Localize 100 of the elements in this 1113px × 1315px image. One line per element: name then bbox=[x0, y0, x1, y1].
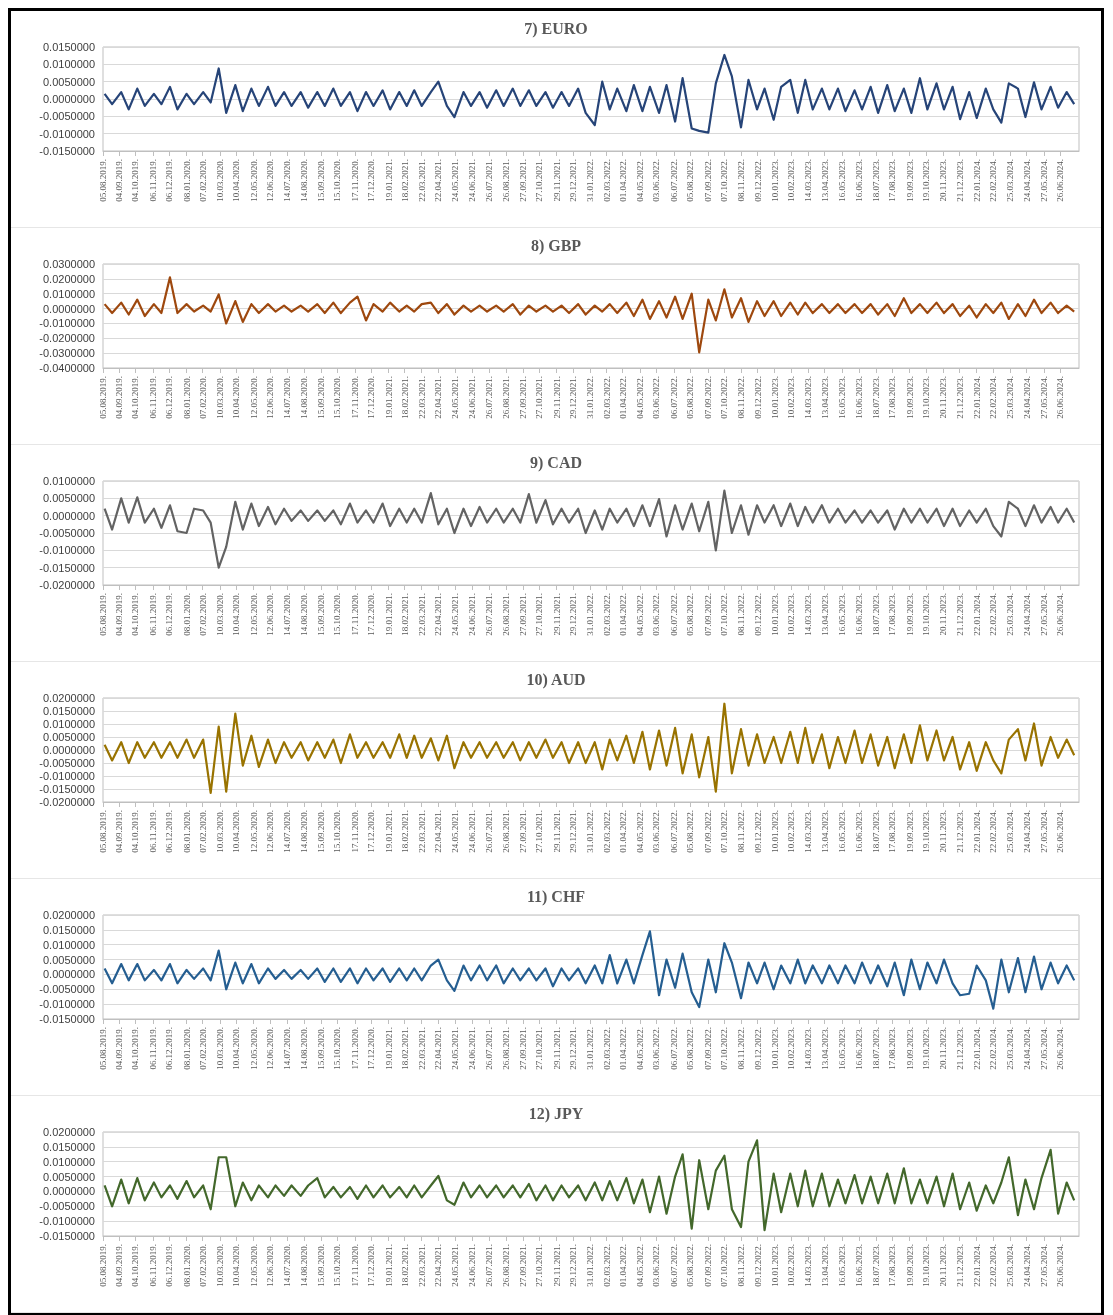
x-tick-label: 24.04.2024. bbox=[1021, 376, 1032, 419]
x-tick-label: 16.06.2023. bbox=[853, 1244, 864, 1287]
x-tick-label: 17.12.2020. bbox=[365, 376, 376, 419]
x-tick-label: 10.02.2023. bbox=[786, 1027, 797, 1070]
x-tick-label: 29.12.2021. bbox=[567, 1244, 578, 1287]
x-tick-label: 22.02.2024. bbox=[988, 593, 999, 636]
x-tick-label: 07.10.2022. bbox=[718, 1027, 729, 1070]
x-tick-label: 04.05.2022. bbox=[635, 1244, 646, 1287]
x-tick-label: 13.04.2023. bbox=[819, 1027, 830, 1070]
x-tick-label: 16.05.2023. bbox=[837, 1244, 848, 1287]
chart-title: 11) CHF bbox=[526, 887, 586, 906]
x-tick-label: 29.11.2021. bbox=[551, 593, 562, 636]
x-tick-label: 04.10.2019. bbox=[130, 1244, 141, 1287]
x-tick-label: 13.04.2023. bbox=[819, 159, 830, 202]
y-tick-label: -0.0050000 bbox=[39, 110, 95, 123]
x-tick-label: 07.09.2022. bbox=[702, 593, 713, 636]
x-tick-label: 29.12.2021. bbox=[567, 810, 578, 853]
y-tick-label: -0.0100000 bbox=[39, 317, 95, 330]
x-tick-label: 16.05.2023. bbox=[837, 159, 848, 202]
line-series bbox=[103, 1139, 1076, 1232]
x-tick-label: 03.06.2022. bbox=[651, 1244, 662, 1287]
x-tick-label: 08.01.2020. bbox=[181, 1244, 192, 1287]
x-tick-label: 27.10.2021. bbox=[534, 810, 545, 853]
x-tick-label: 16.05.2023. bbox=[837, 593, 848, 636]
x-tick-label: 29.11.2021. bbox=[551, 376, 562, 419]
line-series bbox=[103, 489, 1076, 569]
x-tick-label: 24.04.2024. bbox=[1021, 1027, 1032, 1070]
x-tick-label: 22.03.2021. bbox=[416, 1244, 427, 1287]
x-tick-label: 10.03.2020. bbox=[214, 159, 225, 202]
x-tick-label: 18.07.2023. bbox=[870, 593, 881, 636]
x-tick-label: 14.08.2020. bbox=[298, 1244, 309, 1287]
x-tick-label: 10.02.2023. bbox=[786, 159, 797, 202]
y-tick-label: 0.0150000 bbox=[43, 1140, 95, 1153]
x-tick-label: 27.09.2021. bbox=[517, 1027, 528, 1070]
x-tick-label: 12.06.2020. bbox=[265, 1027, 276, 1070]
x-tick-label: 08.01.2020. bbox=[181, 593, 192, 636]
x-tick-label: 04.10.2019. bbox=[130, 810, 141, 853]
x-tick-label: 27.05.2024. bbox=[1039, 1244, 1050, 1287]
x-tick-label: 06.11.2019. bbox=[147, 1027, 158, 1070]
x-tick-label: 17.08.2023. bbox=[887, 1244, 898, 1287]
x-tick-label: 26.06.2024. bbox=[1055, 1244, 1066, 1287]
x-tick-label: 31.01.2022. bbox=[585, 1244, 596, 1287]
x-tick-label: 07.02.2020. bbox=[197, 1244, 208, 1287]
x-tick-label: 29.12.2021. bbox=[567, 1027, 578, 1070]
x-tick-label: 21.12.2023. bbox=[954, 159, 965, 202]
chart-title: 10) AUD bbox=[526, 670, 586, 689]
x-tick-label: 14.03.2023. bbox=[803, 159, 814, 202]
x-tick-label: 06.12.2019. bbox=[163, 1244, 174, 1287]
x-tick-label: 16.06.2023. bbox=[853, 376, 864, 419]
x-tick-label: 26.07.2021. bbox=[484, 1027, 495, 1070]
x-tick-label: 22.03.2021. bbox=[416, 376, 427, 419]
x-tick-label: 06.07.2022. bbox=[669, 376, 680, 419]
x-tick-label: 10.01.2023. bbox=[769, 1244, 780, 1287]
x-tick-label: 24.05.2021. bbox=[450, 1027, 461, 1070]
x-tick-label: 08.01.2020. bbox=[181, 376, 192, 419]
y-tick-label: -0.0200000 bbox=[39, 796, 95, 808]
x-tick-label: 06.11.2019. bbox=[147, 810, 158, 853]
x-tick-label: 24.04.2024. bbox=[1021, 593, 1032, 636]
x-tick-label: 10.04.2020. bbox=[231, 810, 242, 853]
x-tick-label: 29.11.2021. bbox=[551, 1244, 562, 1287]
x-tick-label: 17.11.2020. bbox=[349, 1244, 360, 1287]
y-tick-label: 0.0000000 bbox=[43, 93, 95, 105]
x-tick-label: 31.01.2022. bbox=[585, 376, 596, 419]
x-tick-label: 10.04.2020. bbox=[231, 593, 242, 636]
x-tick-label: 14.03.2023. bbox=[803, 810, 814, 853]
x-tick-label: 22.04.2021. bbox=[433, 1244, 444, 1287]
x-tick-label: 01.04.2022. bbox=[617, 593, 628, 636]
x-tick-label: 02.03.2022. bbox=[601, 1244, 612, 1287]
x-tick-label: 16.05.2023. bbox=[837, 1027, 848, 1070]
x-tick-label: 26.07.2021. bbox=[484, 1244, 495, 1287]
x-tick-label: 15.10.2020. bbox=[332, 593, 343, 636]
y-tick-label: 0.0100000 bbox=[43, 287, 95, 300]
x-tick-label: 21.12.2023. bbox=[954, 1244, 965, 1287]
x-tick-label: 14.07.2020. bbox=[282, 1244, 293, 1287]
x-tick-label: 03.06.2022. bbox=[651, 810, 662, 853]
y-tick-label: 0.0150000 bbox=[43, 923, 95, 936]
x-tick-label: 06.07.2022. bbox=[669, 159, 680, 202]
y-tick-label: 0.0000000 bbox=[43, 744, 95, 756]
x-tick-label: 07.02.2020. bbox=[197, 159, 208, 202]
x-tick-label: 13.04.2023. bbox=[819, 593, 830, 636]
x-tick-label: 10.02.2023. bbox=[786, 810, 797, 853]
x-tick-label: 19.10.2023. bbox=[920, 376, 931, 419]
y-tick-label: -0.0150000 bbox=[39, 561, 95, 574]
x-tick-label: 13.04.2023. bbox=[819, 1244, 830, 1287]
x-tick-label: 20.11.2023. bbox=[937, 810, 948, 853]
x-tick-label: 14.03.2023. bbox=[803, 376, 814, 419]
x-tick-label: 25.03.2024. bbox=[1005, 159, 1016, 202]
x-tick-label: 17.11.2020. bbox=[349, 376, 360, 419]
x-tick-label: 07.02.2020. bbox=[197, 593, 208, 636]
x-tick-label: 01.04.2022. bbox=[617, 810, 628, 853]
x-tick-label: 17.12.2020. bbox=[365, 1244, 376, 1287]
x-tick-label: 12.06.2020. bbox=[265, 593, 276, 636]
x-tick-label: 29.12.2021. bbox=[567, 159, 578, 202]
x-tick-label: 20.11.2023. bbox=[937, 376, 948, 419]
x-tick-label: 19.09.2023. bbox=[904, 593, 915, 636]
y-tick-label: -0.0150000 bbox=[39, 1013, 95, 1025]
x-tick-label: 12.05.2020. bbox=[248, 159, 259, 202]
x-tick-label: 24.06.2021. bbox=[467, 810, 478, 853]
x-tick-label: 27.10.2021. bbox=[534, 376, 545, 419]
x-tick-label: 04.10.2019. bbox=[130, 593, 141, 636]
